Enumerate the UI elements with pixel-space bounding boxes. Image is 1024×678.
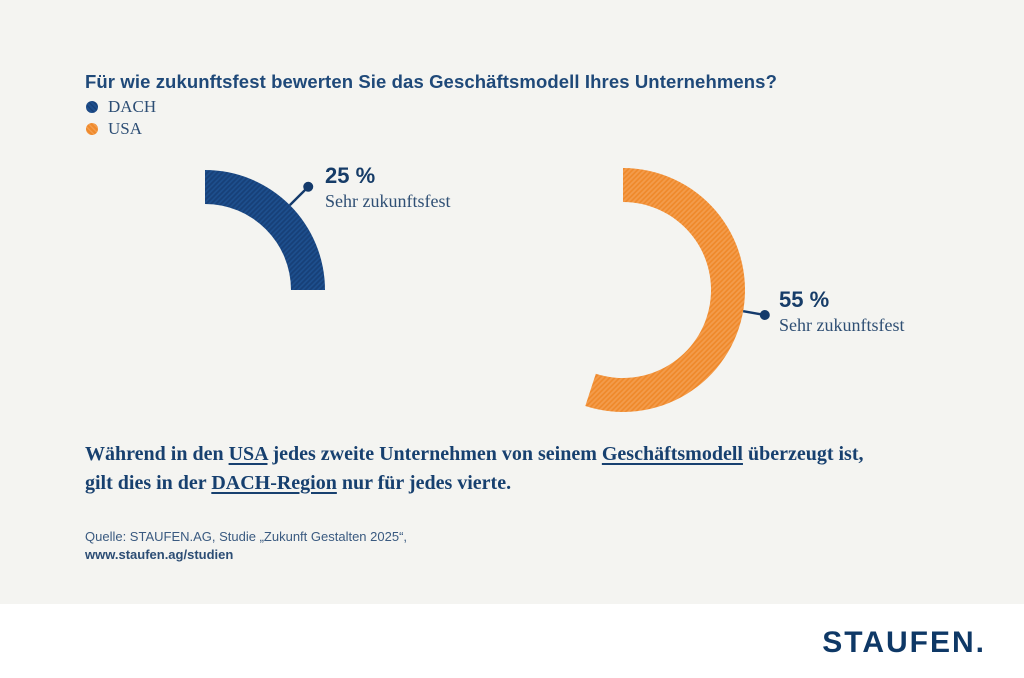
dach-value-label: 25 % [325,163,376,188]
dach-gauge-labels: 25 % Sehr zukunftsfest [325,163,450,213]
statement-underlined-term: Geschäftsmodell [601,443,743,465]
statement-underlined-term: DACH-Region [211,472,337,494]
dach-leader-dot [303,181,314,192]
legend-item-usa: USA [86,120,156,137]
page-title: Für wie zukunftsfest bewerten Sie das Ge… [85,71,777,92]
legend-label-dach: DACH [108,97,157,116]
statement-text: überzeugt ist, [742,443,864,465]
statement-underlined-term: USA [228,443,268,465]
statement-text: Während in den [85,443,229,465]
legend-label-usa: USA [108,119,143,138]
staufen-logo: STAUFEN. [822,626,986,659]
chart-legend: DACH USA [86,98,156,137]
statement-text: jedes zweite Unternehmen von seinem [267,443,602,465]
source-url: www.staufen.ag/studien [85,547,234,562]
statement-text: nur für jedes vierte. [336,472,512,494]
usa-leader-dot [759,310,770,321]
legend-dot-dach [86,100,98,113]
summary-statement: Während in den USA jedes zweite Unterneh… [85,440,864,498]
legend-dot-usa [86,122,98,135]
usa-sublabel: Sehr zukunftsfest [779,315,905,335]
dach-leader-line [289,188,307,206]
legend-item-dach: DACH [86,98,156,115]
dach-arc [205,170,325,290]
statement-text: gilt dies in der [85,472,212,494]
usa-leader-line [742,310,762,316]
usa-value-label: 55 % [779,287,830,312]
source-line: Quelle: STAUFEN.AG, Studie „Zukunft Gest… [85,529,408,544]
dach-sublabel: Sehr zukunftsfest [325,191,451,211]
usa-gauge-labels: 55 % Sehr zukunftsfest [779,287,904,337]
usa-arc [585,168,745,412]
source-note: Quelle: STAUFEN.AG, Studie „Zukunft Gest… [85,528,407,564]
footer-band [0,604,1024,678]
